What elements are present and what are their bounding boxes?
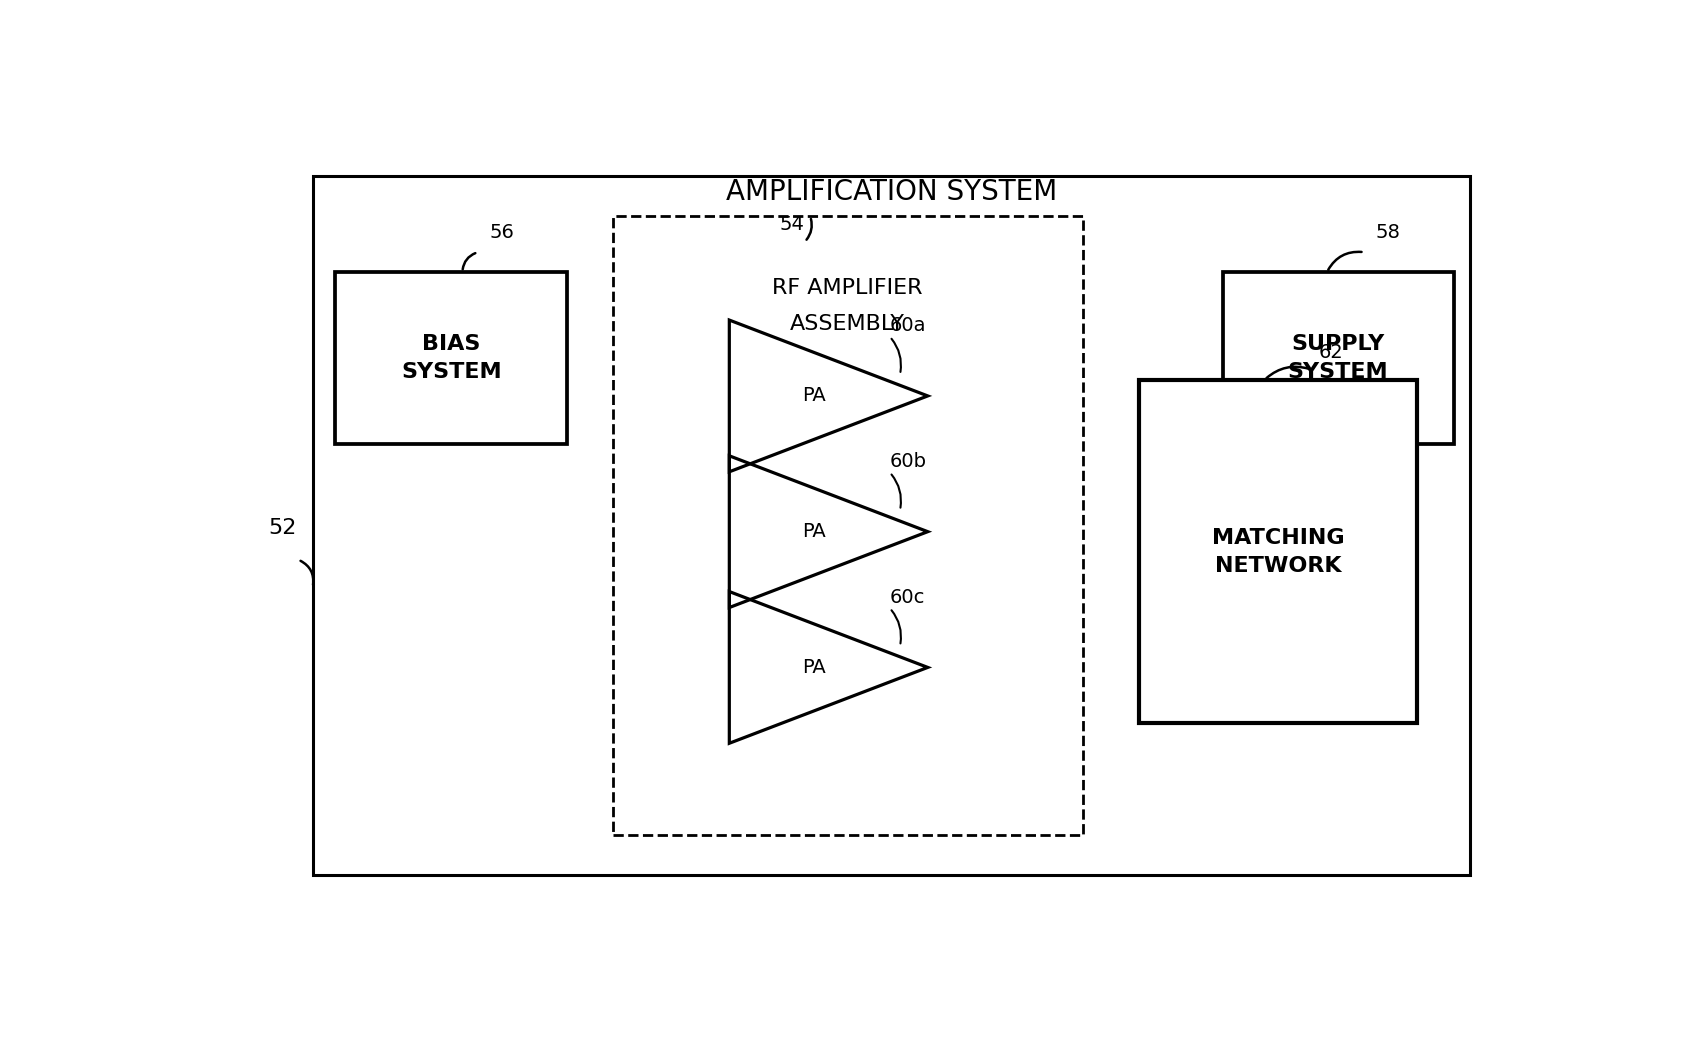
Bar <box>335 272 567 444</box>
Text: MATCHING
NETWORK: MATCHING NETWORK <box>1212 528 1345 576</box>
Text: 62: 62 <box>1320 342 1343 362</box>
Text: BIAS
SYSTEM: BIAS SYSTEM <box>401 334 502 383</box>
Text: PA: PA <box>802 387 826 405</box>
Text: 58: 58 <box>1376 223 1400 242</box>
Bar <box>312 176 1470 875</box>
Text: PA: PA <box>802 523 826 541</box>
Bar <box>1140 380 1417 724</box>
Text: 60c: 60c <box>889 588 925 607</box>
Text: 52: 52 <box>268 517 297 537</box>
Text: 60b: 60b <box>889 452 927 471</box>
Text: 56: 56 <box>490 223 514 242</box>
Text: 54: 54 <box>778 215 804 233</box>
Text: 60a: 60a <box>889 316 927 335</box>
Text: AMPLIFICATION SYSTEM: AMPLIFICATION SYSTEM <box>727 178 1058 206</box>
Text: RF AMPLIFIER: RF AMPLIFIER <box>772 278 922 298</box>
Bar <box>1222 272 1454 444</box>
Bar <box>613 217 1082 835</box>
Text: ASSEMBLY: ASSEMBLY <box>790 314 905 334</box>
Text: PA: PA <box>802 657 826 677</box>
Text: SUPPLY
SYSTEM: SUPPLY SYSTEM <box>1287 334 1388 383</box>
